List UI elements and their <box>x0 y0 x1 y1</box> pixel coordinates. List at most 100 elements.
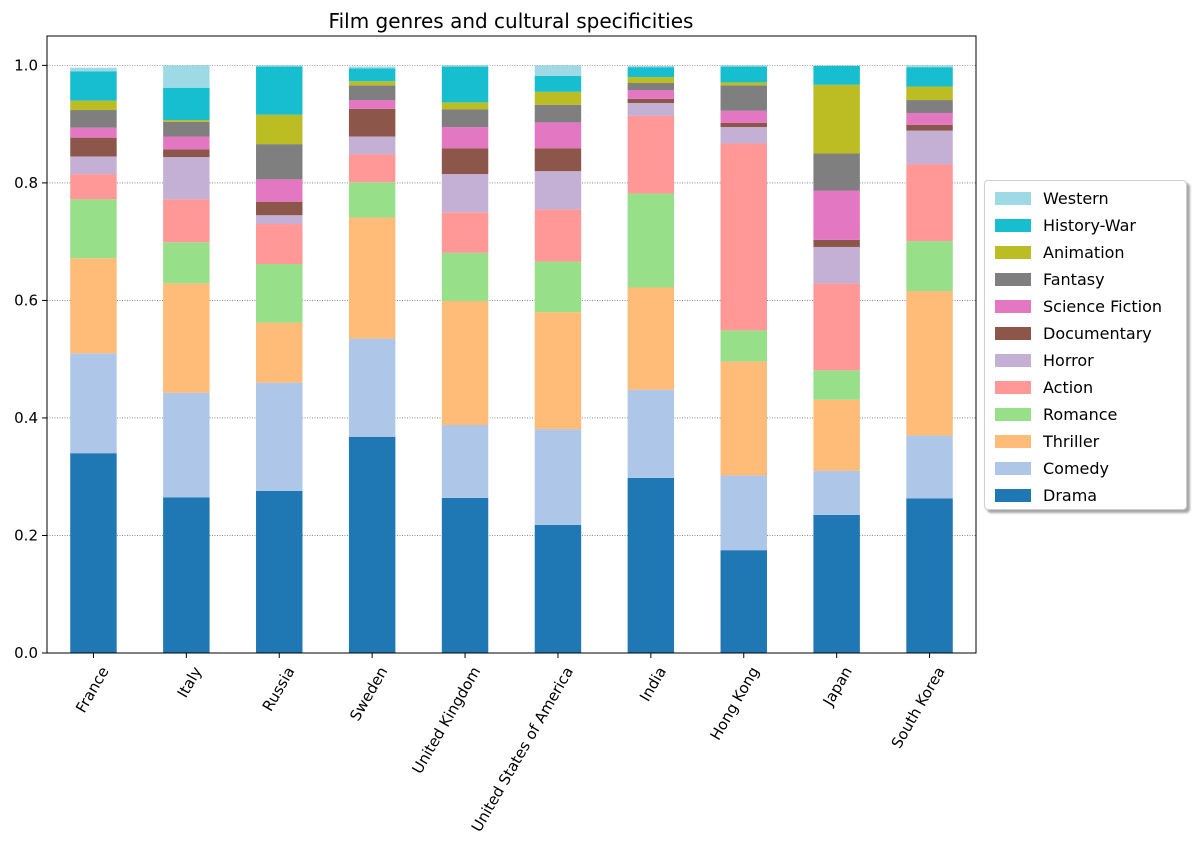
legend-swatch <box>995 192 1031 205</box>
bar-segment-history-war <box>163 87 210 121</box>
bar-segment-fantasy <box>720 85 767 111</box>
bar-segment-documentary <box>256 201 303 216</box>
bar-segment-science-fiction <box>441 127 489 149</box>
bar-segment-documentary <box>813 239 860 247</box>
bar-segment-horror <box>348 136 396 155</box>
legend-label: Fantasy <box>1043 270 1105 289</box>
legend-item: Horror <box>995 347 1186 374</box>
bar-segment-science-fiction <box>906 112 953 125</box>
bar-segment-documentary <box>534 148 582 172</box>
legend-swatch <box>995 327 1031 340</box>
bar-segment-animation <box>720 82 767 86</box>
bar-segment-history-war <box>534 75 582 92</box>
bar-segment-romance <box>348 182 396 218</box>
bar-segment-thriller <box>906 291 953 436</box>
x-tick-label: United Kingdom <box>408 664 484 777</box>
bar-segment-action <box>70 174 117 200</box>
bar-segment-fantasy <box>70 110 117 128</box>
legend-label: Science Fiction <box>1043 297 1163 316</box>
bar-segment-western <box>256 65 303 67</box>
x-tick-label: Hong Kong <box>707 664 763 744</box>
bar-segment-fantasy <box>441 109 489 128</box>
bar-segment-comedy <box>441 425 489 498</box>
x-tick-label: South Korea <box>888 664 949 752</box>
bar-segment-history-war <box>627 67 675 78</box>
bar-segment-documentary <box>70 137 117 157</box>
chart-title: Film genres and cultural specificities <box>329 9 694 33</box>
bar-segment-history-war <box>813 65 860 85</box>
x-tick-label: Italy <box>174 663 206 700</box>
bar-segment-thriller <box>163 283 210 393</box>
legend-label: History-War <box>1043 216 1136 235</box>
bar-segment-western <box>906 65 953 68</box>
legend-item: Action <box>995 374 1186 401</box>
bar-segment-documentary <box>441 148 489 175</box>
legend-item: History-War <box>995 212 1186 239</box>
bar-segment-science-fiction <box>627 90 675 99</box>
bar-segment-thriller <box>348 217 396 339</box>
bar-segment-comedy <box>256 382 303 491</box>
bar-segment-documentary <box>906 124 953 131</box>
bar-segment-romance <box>534 261 582 313</box>
bar-segment-thriller <box>720 361 767 476</box>
bar-segment-action <box>813 283 860 371</box>
bar-segment-science-fiction <box>70 127 117 138</box>
bar-segment-western <box>70 67 117 72</box>
legend-swatch <box>995 354 1031 367</box>
bar-segment-animation <box>906 86 953 101</box>
y-tick-label: 0.6 <box>14 291 38 309</box>
legend-label: Animation <box>1043 243 1125 262</box>
legend-swatch <box>995 435 1031 448</box>
bar-segment-western <box>534 65 582 76</box>
bar-segment-animation <box>534 91 582 105</box>
y-tick-label: 0.2 <box>14 526 38 544</box>
bar-segment-drama <box>163 497 210 653</box>
bar-segment-drama <box>534 524 582 653</box>
bar-segment-action <box>906 164 953 242</box>
bar-segment-horror <box>534 171 582 210</box>
bar-segment-comedy <box>720 475 767 551</box>
bar-segment-drama <box>627 477 675 653</box>
bar-segment-action <box>534 209 582 262</box>
bar-segment-horror <box>627 102 675 116</box>
bar-segment-thriller <box>627 287 675 390</box>
bar-segment-drama <box>441 497 489 653</box>
bar-segment-thriller <box>256 322 303 383</box>
bar-segment-romance <box>163 242 210 284</box>
bar-segment-science-fiction <box>163 136 210 150</box>
legend-item: Thriller <box>995 428 1186 455</box>
bar-segment-comedy <box>163 392 210 498</box>
bar-segment-animation <box>256 114 303 145</box>
bar-segment-romance <box>813 370 860 400</box>
bar-segment-action <box>441 212 489 253</box>
bar-segment-documentary <box>720 122 767 128</box>
bar-segment-western <box>441 65 489 67</box>
legend-label: Documentary <box>1043 324 1152 343</box>
bar-segment-western <box>163 65 210 88</box>
bar-segment-comedy <box>70 353 117 454</box>
bar-segment-horror <box>441 174 489 213</box>
bar-segment-fantasy <box>627 83 675 91</box>
legend-item: Fantasy <box>995 266 1186 293</box>
bar-segment-drama <box>906 498 953 653</box>
bar-segment-drama <box>70 453 117 653</box>
y-tick-label: 1.0 <box>14 56 38 74</box>
legend-item: Comedy <box>995 455 1186 482</box>
bar-segment-drama <box>256 490 303 653</box>
bar-segment-action <box>348 154 396 183</box>
legend-label: Thriller <box>1043 432 1100 451</box>
bar-segment-action <box>256 224 303 264</box>
bar-segment-horror <box>813 246 860 284</box>
bar-segment-romance <box>720 330 767 362</box>
bar-segment-thriller <box>441 301 489 426</box>
legend-label: Drama <box>1043 486 1098 505</box>
x-tick-label: France <box>72 664 113 716</box>
bar-segment-fantasy <box>906 100 953 113</box>
bar-segment-history-war <box>348 68 396 82</box>
bar-segment-animation <box>627 77 675 84</box>
bar-segment-thriller <box>813 399 860 471</box>
legend-item: Western <box>995 185 1186 212</box>
bar-segment-animation <box>813 84 860 154</box>
bar-segment-action <box>163 199 210 243</box>
